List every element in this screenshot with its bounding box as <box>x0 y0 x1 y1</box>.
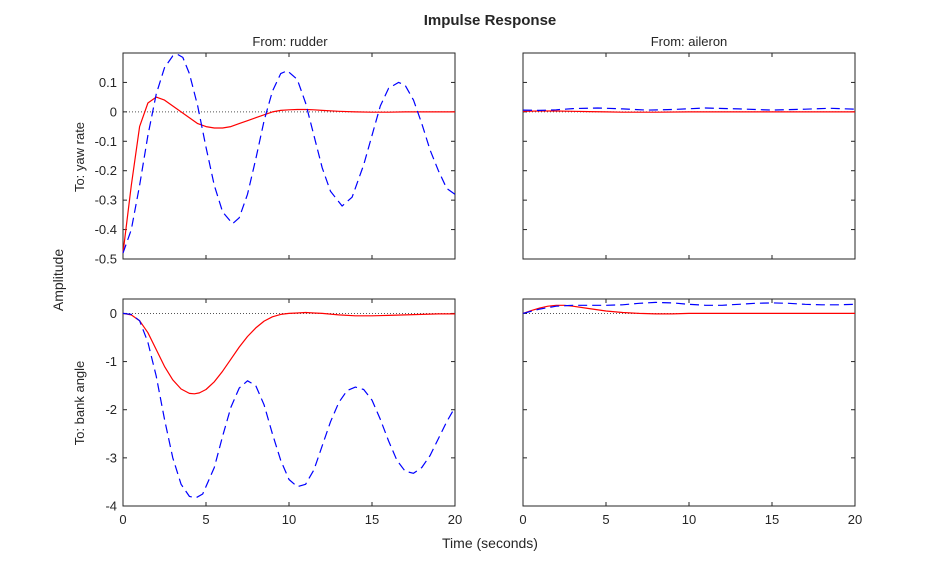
y-tick-label: 0 <box>110 306 117 321</box>
y-tick-label: -0.4 <box>95 222 117 237</box>
x-tick-label: 5 <box>202 512 209 527</box>
subplot-0-0: -0.5 -0.4 -0.3 -0.2 -0.1 0 0.1 <box>95 52 456 267</box>
x-tick-label: 20 <box>848 512 862 527</box>
x-tick-label: 10 <box>282 512 296 527</box>
y-tick-label: -0.1 <box>95 134 117 149</box>
y-tick-label: -1 <box>105 354 117 369</box>
x-tick-label: 5 <box>602 512 609 527</box>
y-tick-label: -2 <box>105 402 117 417</box>
series-solid-line <box>522 110 855 113</box>
y-tick-label: -4 <box>105 499 117 514</box>
series-dashed-line <box>522 301 856 314</box>
y-tick-label: 0.1 <box>99 75 117 90</box>
y-tick-label: -0.2 <box>95 163 117 178</box>
series-solid-line <box>122 311 455 395</box>
subplot-grid: -0.5 -0.4 -0.3 -0.2 -0.1 0 0.1 0 5 10 15 20 -4 -3 -2 -1… <box>95 52 862 527</box>
x-tick-label: 20 <box>448 512 462 527</box>
subplot-0-1 <box>522 52 856 260</box>
x-axis-label: Time (seconds) <box>442 535 538 551</box>
x-tick-label: 15 <box>365 512 379 527</box>
y-tick-label: -0.5 <box>95 252 117 267</box>
x-tick-label: 10 <box>682 512 696 527</box>
series-dashed-line <box>522 107 856 112</box>
series-dashed-line <box>122 53 456 254</box>
y-tick-label: -3 <box>105 450 117 465</box>
series-dashed-line <box>122 312 456 499</box>
chart-title: Impulse Response <box>424 12 557 29</box>
x-tick-label: 0 <box>119 512 126 527</box>
row-label-bank-angle: To: bank angle <box>72 361 87 446</box>
axes-frame <box>522 298 856 507</box>
column-label-aileron: From: aileron <box>651 34 728 49</box>
y-tick-label: 0 <box>110 104 117 119</box>
series-solid-line <box>122 96 455 254</box>
column-label-rudder: From: rudder <box>252 34 328 49</box>
series-solid-line <box>522 304 855 315</box>
y-tick-label: -0.3 <box>95 193 117 208</box>
subplot-1-0: 0 5 10 15 20 -4 -3 -2 -1 0 <box>105 298 462 527</box>
subplot-1-1: 0 5 10 15 20 <box>519 298 862 527</box>
axes-frame <box>122 298 456 507</box>
y-axis-label: Amplitude <box>50 249 66 311</box>
x-tick-label: 15 <box>765 512 779 527</box>
axes-frame <box>122 52 456 260</box>
row-label-yaw-rate: To: yaw rate <box>72 122 87 192</box>
axes-frame <box>522 52 856 260</box>
x-tick-label: 0 <box>519 512 526 527</box>
